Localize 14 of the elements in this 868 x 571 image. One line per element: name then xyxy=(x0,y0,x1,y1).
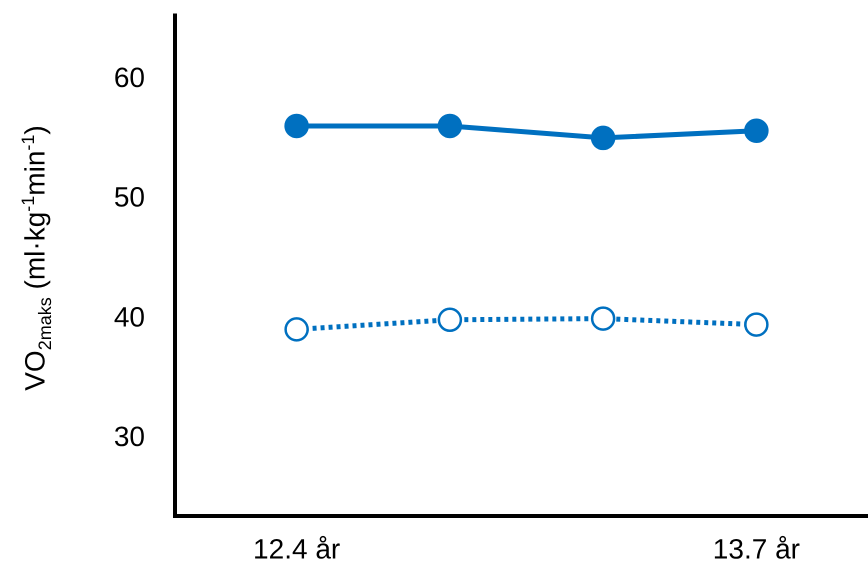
point xyxy=(284,114,309,138)
y-tick-label: 60 xyxy=(114,62,145,94)
x-tick-label: 13.7 år xyxy=(712,534,800,565)
point xyxy=(744,312,769,337)
y-tick-label: 50 xyxy=(114,182,145,213)
point xyxy=(438,308,462,332)
point xyxy=(744,118,769,143)
point xyxy=(590,306,616,331)
x-tick-label: 12.4 år xyxy=(253,534,340,565)
y-tick-label: 40 xyxy=(114,301,145,332)
y-tick-label: 30 xyxy=(114,420,145,452)
point xyxy=(284,317,309,342)
point xyxy=(590,126,616,150)
point xyxy=(438,114,462,138)
